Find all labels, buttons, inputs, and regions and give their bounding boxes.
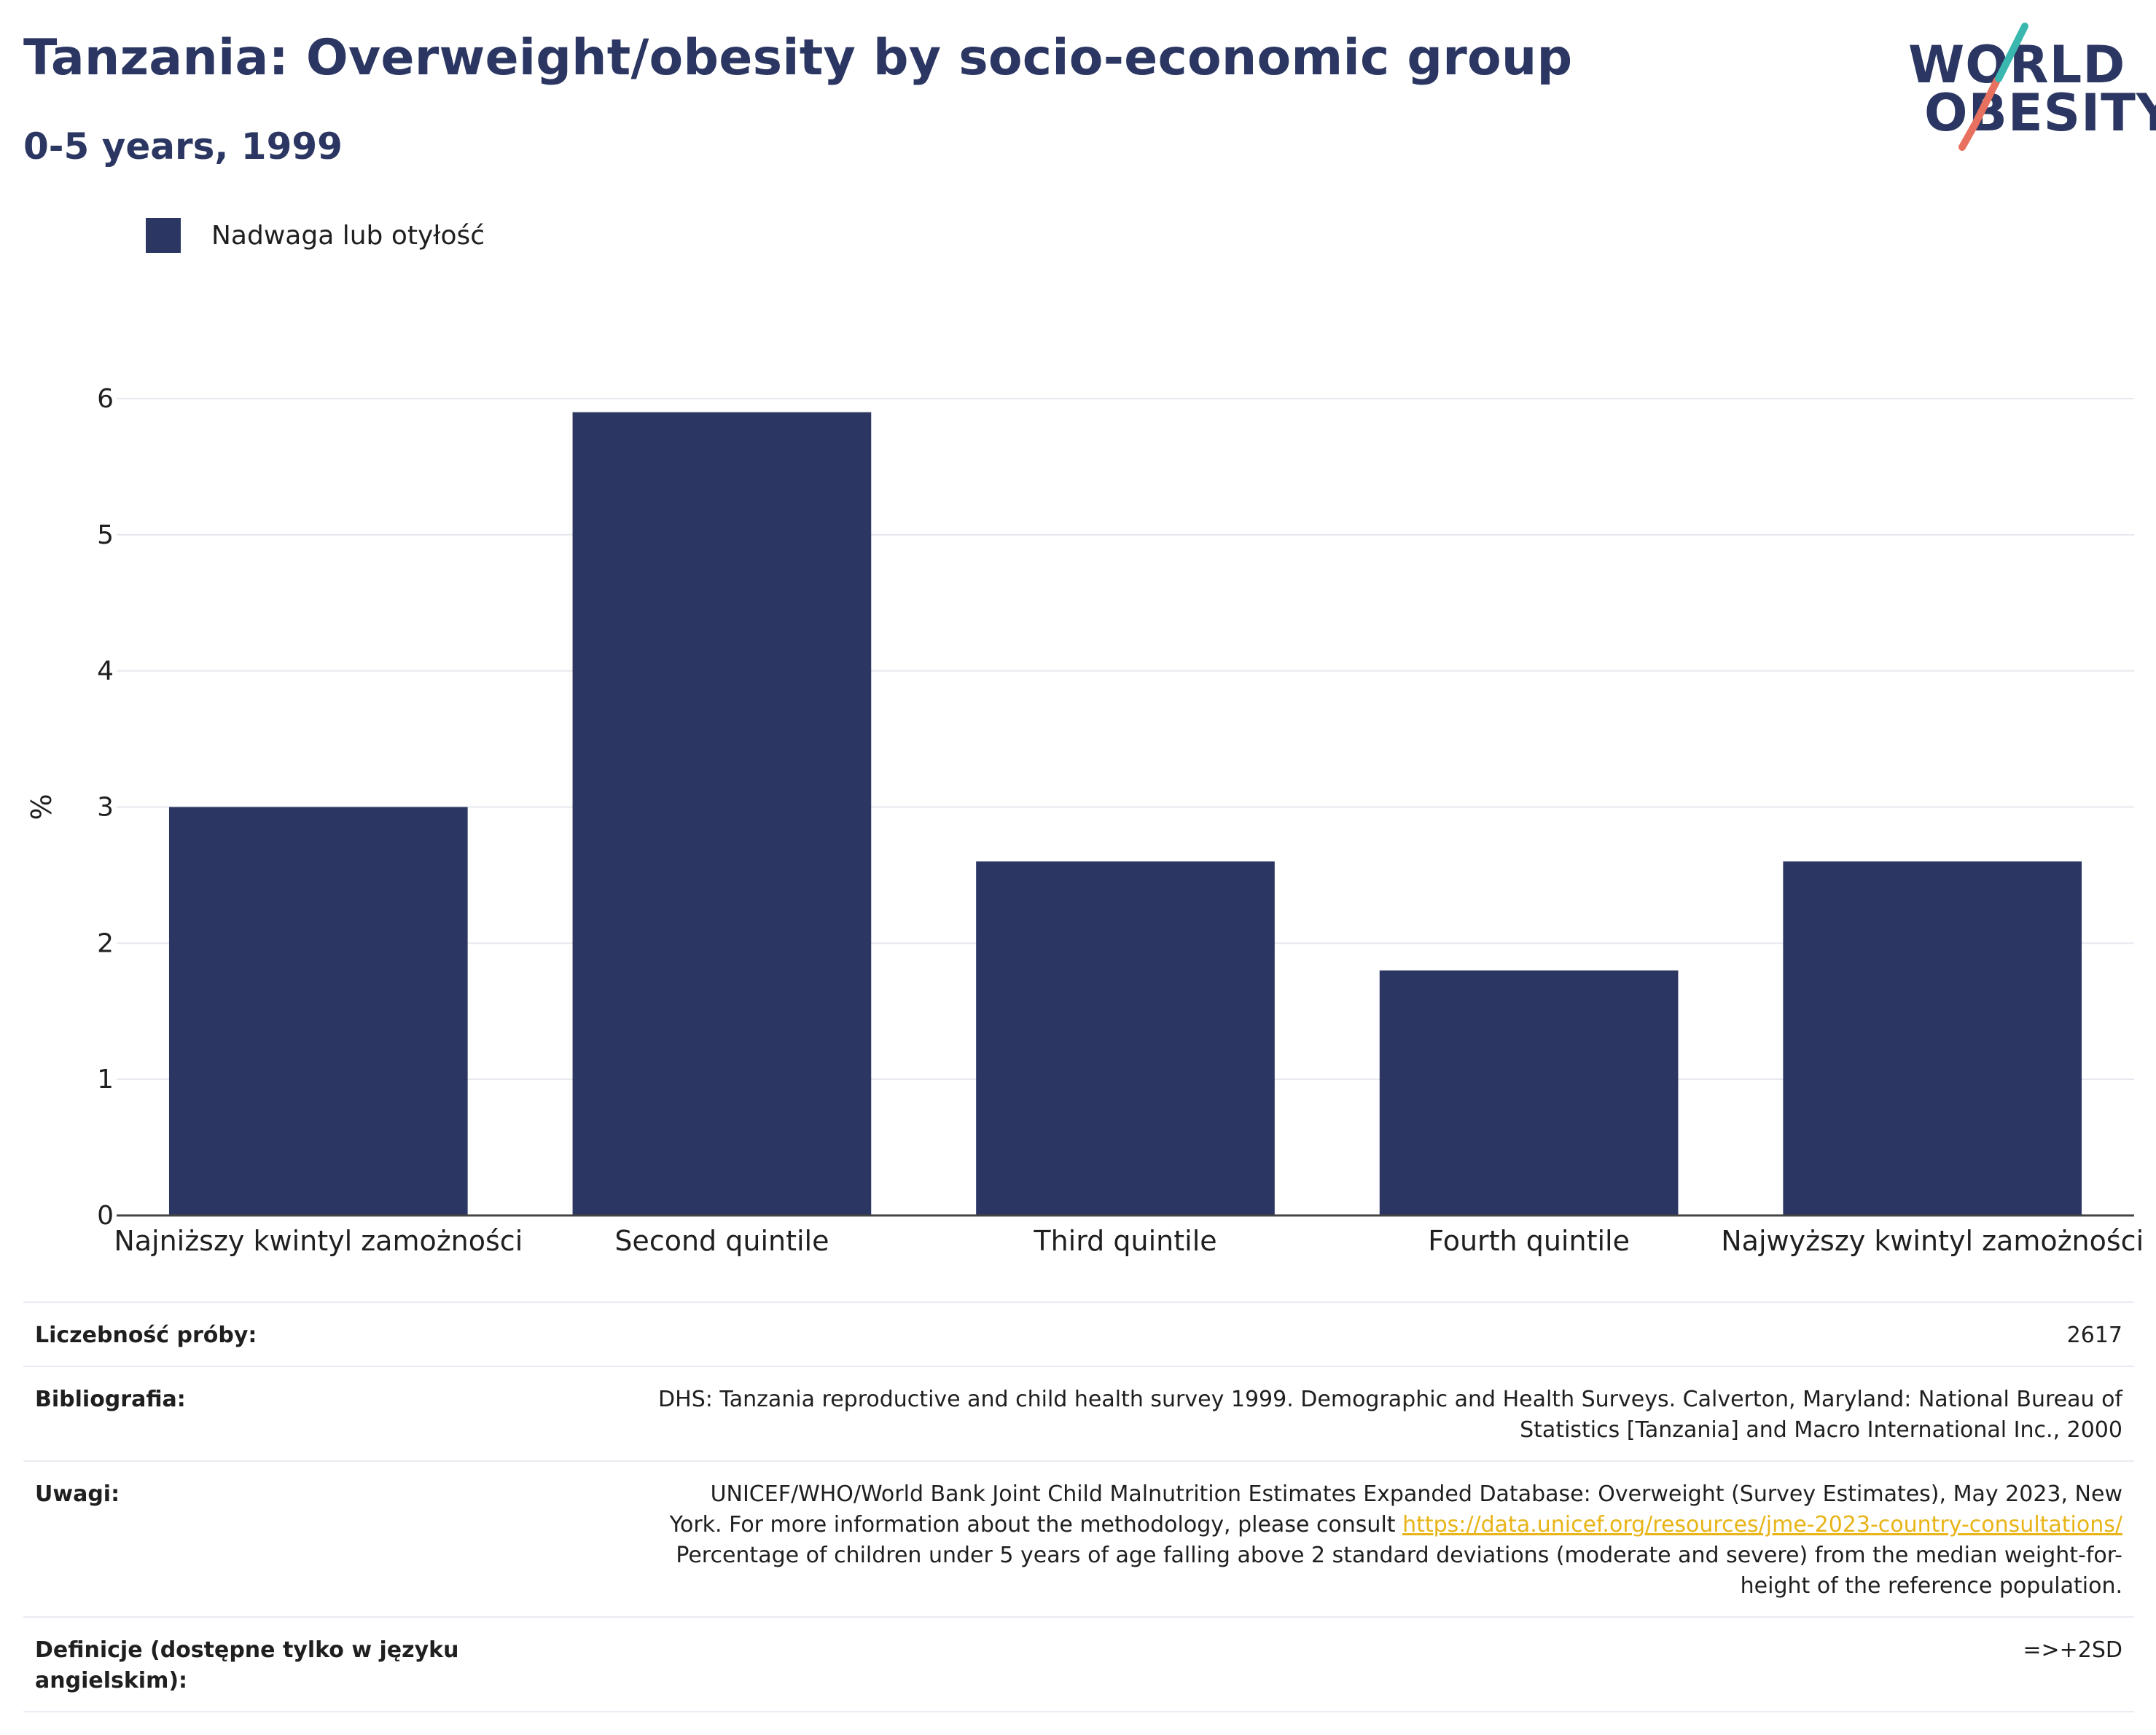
y-tick-label: 5	[97, 520, 114, 550]
info-label: Liczebność próby:	[35, 1323, 257, 1348]
x-tick-label: Fourth quintile	[1428, 1225, 1630, 1257]
info-row-notes: Uwagi: UNICEF/WHO/World Bank Joint Child…	[23, 1462, 2134, 1618]
chart-legend: Nadwaga lub otyłość	[146, 217, 485, 254]
bar	[168, 807, 468, 1215]
info-value: UNICEF/WHO/World Bank Joint Child Malnut…	[487, 1479, 2122, 1602]
y-tick-label: 4	[97, 657, 114, 686]
bar-chart: 0 1 2 3 4 5 6% Najniższy kwintyl zamożności Seco…	[26, 384, 2144, 1257]
legend-label: Nadwaga lub otyłość	[211, 220, 485, 251]
bar	[1379, 970, 1679, 1215]
notes-text: York. For more information about the met…	[669, 1512, 1396, 1538]
notes-line: Percentage of children under 5 years of …	[676, 1543, 2122, 1568]
info-row-bibliography: Bibliografia: DHS: Tanzania reproductive…	[23, 1367, 2134, 1462]
y-axis-label: %	[26, 794, 58, 820]
world-obesity-logo: WORLD OBESITY	[1902, 22, 2156, 160]
logo-word-obesity: OBESITY	[1924, 83, 2156, 143]
chart-title: Tanzania: Overweight/obesity by socio-ec…	[23, 29, 1573, 87]
notes-line: UNICEF/WHO/World Bank Joint Child Malnut…	[710, 1481, 2122, 1507]
y-tick-label: 1	[97, 1065, 114, 1094]
info-value: =>+2SD	[2023, 1637, 2122, 1663]
notes-line: height of the reference population.	[1740, 1573, 2122, 1599]
logo-slash-icon	[1958, 23, 2028, 151]
info-value: 2617	[2066, 1323, 2122, 1348]
x-tick-label: Second quintile	[614, 1225, 829, 1257]
bibliography-line: Statistics [Tanzania] and Macro Internat…	[1520, 1417, 2122, 1443]
bibliography-line: DHS: Tanzania reproductive and child hea…	[658, 1387, 2122, 1412]
info-row-definitions: Definicje (dostępne tylko w języku angie…	[23, 1618, 2134, 1712]
x-tick-label: Najwyższy kwintyl zamożności	[1721, 1225, 2144, 1257]
bar	[1783, 861, 2082, 1215]
x-tick-label: Najniższy kwintyl zamożności	[114, 1225, 523, 1257]
notes-line: York. For more information about the met…	[487, 1510, 2122, 1540]
y-tick-label: 3	[97, 793, 114, 823]
info-table: Liczebność próby: 2617 Bibliografia: DHS…	[23, 1301, 2134, 1712]
info-label: Uwagi:	[35, 1481, 120, 1507]
y-tick-label: 0	[97, 1201, 114, 1231]
y-tick-label: 6	[97, 384, 114, 414]
x-tick-label: Third quintile	[1033, 1225, 1216, 1257]
bar	[572, 412, 872, 1215]
bar	[976, 861, 1275, 1215]
legend-swatch	[146, 218, 181, 253]
info-row-sample-size: Liczebność próby: 2617	[23, 1303, 2134, 1367]
methodology-link[interactable]: https://data.unicef.org/resources/jme-20…	[1402, 1512, 2122, 1538]
y-tick-label: 2	[97, 928, 114, 958]
chart-subtitle: 0-5 years, 1999	[23, 125, 343, 168]
info-label: Bibliografia:	[35, 1387, 186, 1412]
info-value: DHS: Tanzania reproductive and child hea…	[487, 1385, 2122, 1446]
info-label: Definicje (dostępne tylko w języku angie…	[35, 1637, 459, 1693]
